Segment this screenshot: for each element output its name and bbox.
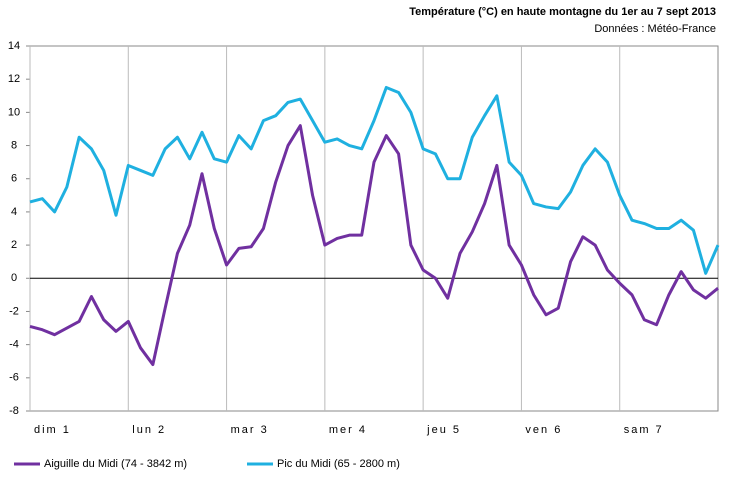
y-tick-label: 0	[11, 272, 17, 284]
legend-label: Aiguille du Midi (74 - 3842 m)	[44, 458, 187, 470]
y-tick-label: 12	[8, 73, 20, 85]
x-tick-label: sam 7	[624, 424, 664, 436]
x-tick-label: dim 1	[34, 424, 71, 436]
y-tick-label: -2	[9, 305, 19, 317]
series-line	[29, 124, 719, 367]
legend-label: Pic du Midi (65 - 2800 m)	[277, 458, 400, 470]
x-tick-label: mer 4	[329, 424, 367, 436]
y-tick-label: 2	[11, 239, 17, 251]
y-tick-label: 6	[11, 173, 17, 185]
y-tick-label: -4	[9, 339, 19, 351]
y-tick-label: -8	[9, 405, 19, 417]
chart-title: Température (°C) en haute montagne du 1e…	[409, 6, 716, 18]
x-tick-label: jeu 5	[426, 424, 461, 436]
series-line	[29, 85, 720, 275]
y-tick-label: 10	[8, 106, 20, 118]
y-tick-label: 8	[11, 139, 17, 151]
y-tick-label: 4	[11, 206, 17, 218]
y-tick-label: -6	[9, 372, 19, 384]
chart-subtitle: Données : Météo-France	[594, 23, 716, 35]
plot-area	[29, 45, 719, 412]
x-tick-label: ven 6	[525, 424, 562, 436]
y-tick-label: 14	[8, 40, 20, 52]
x-tick-label: lun 2	[132, 424, 166, 436]
x-tick-label: mar 3	[231, 424, 269, 436]
